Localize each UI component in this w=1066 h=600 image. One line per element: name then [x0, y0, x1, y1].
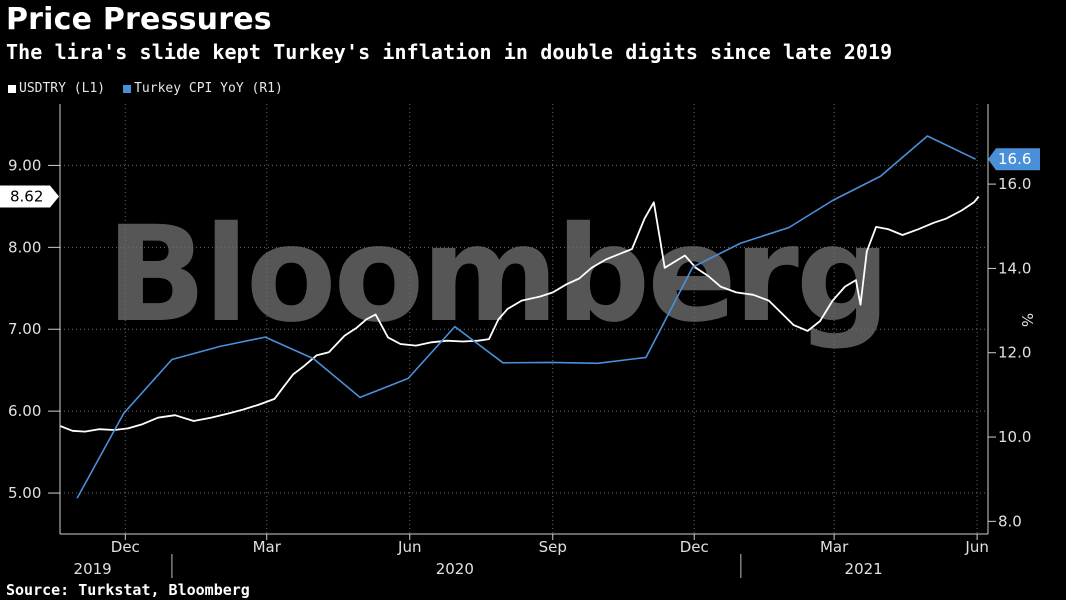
tick-label-left-4: 9.00	[8, 156, 41, 174]
axis-layer: 5.00 6.00 7.00 8.00 9.00 8.0 10.0 12.0 14.0 16.0 D…	[0, 104, 1040, 578]
tick-label-x-3: Sep	[539, 538, 567, 556]
legend-swatch-usdtry	[8, 84, 16, 93]
tick-label-x-6: Jun	[964, 538, 988, 556]
tick-label-right-0: 8.0	[998, 512, 1022, 530]
tick-label-right-1: 10.0	[998, 428, 1031, 446]
tick-label-x-1: Mar	[253, 538, 282, 556]
tick-label-left-3: 8.00	[8, 238, 41, 256]
last-value-label-cpi: 16.6	[998, 150, 1031, 168]
legend-item-cpi: Turkey CPI YoY (R1)	[123, 81, 283, 96]
tick-label-left-1: 6.00	[8, 402, 41, 420]
year-label-0: 2019	[74, 560, 112, 578]
legend-swatch-cpi	[123, 84, 132, 93]
tick-label-left-0: 5.00	[8, 484, 41, 502]
legend-label-usdtry: USDTRY (L1)	[19, 81, 106, 96]
source-note: Source: Turkstat, Bloomberg	[6, 581, 250, 599]
tick-label-right-2: 12.0	[998, 344, 1031, 362]
tick-label-right-3: 14.0	[998, 259, 1031, 277]
series-layer	[59, 135, 980, 499]
tick-label-right-4: 16.0	[998, 175, 1031, 193]
chart-subtitle: The lira's slide kept Turkey's inflation…	[6, 40, 893, 64]
tick-label-x-4: Dec	[680, 538, 709, 556]
axis-unit-right: %	[1018, 313, 1036, 327]
tick-label-x-2: Jun	[397, 538, 421, 556]
chart-legend: USDTRY (L1) Turkey CPI YoY (R1)	[8, 81, 283, 96]
tick-label-x-5: Mar	[820, 538, 849, 556]
last-value-tag-cpi	[988, 148, 1040, 171]
last-value-tag-usdtry	[0, 185, 59, 208]
tick-label-x-0: Dec	[111, 538, 140, 556]
chart-title: Price Pressures	[6, 2, 272, 37]
tick-label-left-2: 7.00	[8, 320, 41, 338]
series-line-1	[76, 135, 976, 499]
last-value-label-usdtry: 8.62	[10, 188, 43, 206]
legend-label-cpi: Turkey CPI YoY (R1)	[134, 81, 283, 96]
bloomberg-watermark: Bloomberg	[106, 198, 887, 352]
legend-item-usdtry: USDTRY (L1)	[8, 81, 105, 96]
year-label-1: 2020	[436, 560, 474, 578]
series-line-0	[59, 196, 980, 433]
year-label-2: 2021	[845, 560, 883, 578]
grid-layer	[60, 104, 988, 534]
